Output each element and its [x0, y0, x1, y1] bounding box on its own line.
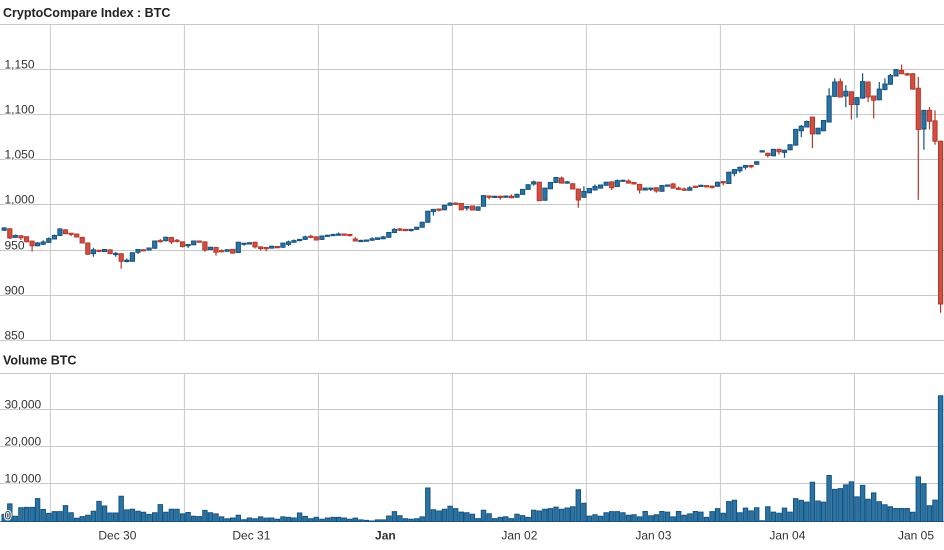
svg-text:1,000: 1,000: [5, 193, 35, 207]
svg-text:Jan 05: Jan 05: [898, 529, 934, 543]
svg-text:850: 850: [5, 329, 25, 343]
svg-text:0: 0: [5, 509, 12, 523]
svg-text:20,000: 20,000: [5, 435, 42, 449]
svg-text:900: 900: [5, 284, 25, 298]
svg-text:Jan: Jan: [375, 529, 396, 543]
svg-text:Jan 03: Jan 03: [635, 529, 671, 543]
svg-text:Volume BTC: Volume BTC: [3, 354, 76, 368]
svg-text:Jan 04: Jan 04: [769, 529, 805, 543]
svg-text:Jan 02: Jan 02: [501, 529, 537, 543]
svg-text:CryptoCompare Index : BTC: CryptoCompare Index : BTC: [3, 6, 170, 20]
svg-text:Dec 30: Dec 30: [98, 529, 136, 543]
svg-text:Dec 31: Dec 31: [232, 529, 270, 543]
svg-text:1,150: 1,150: [5, 58, 35, 72]
svg-text:10,000: 10,000: [5, 472, 42, 486]
svg-text:1,050: 1,050: [5, 148, 35, 162]
svg-text:950: 950: [5, 239, 25, 253]
svg-text:1,100: 1,100: [5, 103, 35, 117]
svg-text:30,000: 30,000: [5, 398, 42, 412]
